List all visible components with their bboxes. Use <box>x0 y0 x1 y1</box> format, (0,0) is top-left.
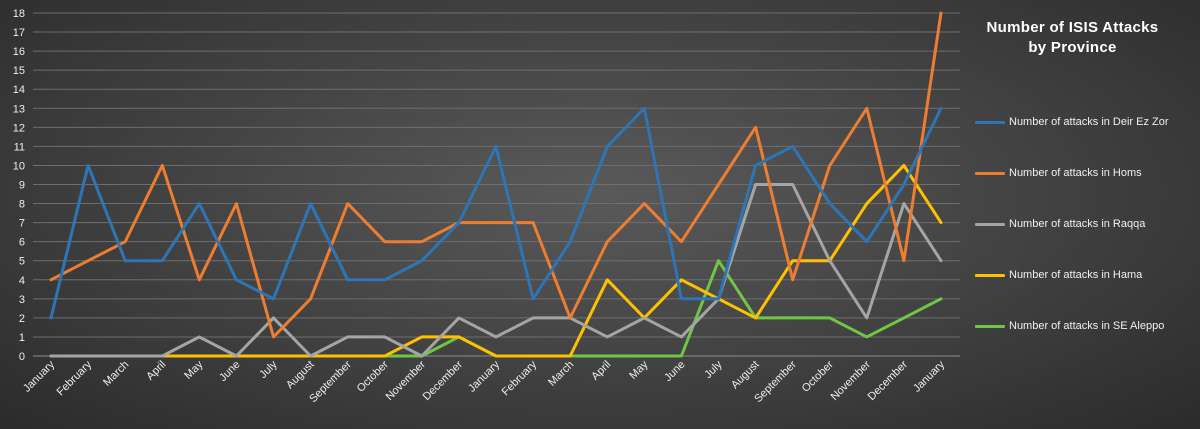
legend-item: Number of attacks in SE Aleppo <box>975 316 1164 336</box>
y-tick-label: 3 <box>19 294 25 306</box>
x-tick-label: August <box>729 359 762 392</box>
x-tick-label: June <box>662 359 687 384</box>
legend-swatch <box>975 171 1005 175</box>
x-tick-label: April <box>589 359 613 383</box>
y-tick-label: 1 <box>19 332 25 344</box>
y-tick-label: 4 <box>19 275 25 287</box>
x-tick-label: July <box>257 358 280 381</box>
x-tick-label: April <box>144 359 168 383</box>
x-tick-label: March <box>101 359 131 389</box>
legend-swatch <box>975 324 1005 328</box>
x-tick-label: October <box>355 358 391 394</box>
x-tick-label: February <box>500 358 540 398</box>
x-tick-label: December <box>866 358 911 403</box>
legend-label: Number of attacks in SE Aleppo <box>1009 320 1165 332</box>
y-tick-label: 9 <box>19 180 25 192</box>
x-tick-label: February <box>55 358 95 398</box>
legend-item: Number of attacks in Raqqa <box>975 214 1145 234</box>
legend-swatch <box>975 273 1005 277</box>
y-tick-label: 7 <box>19 218 25 230</box>
y-tick-label: 11 <box>14 141 25 153</box>
x-tick-label: May <box>627 358 651 382</box>
x-tick-label: August <box>284 359 317 392</box>
y-tick-label: 17 <box>13 27 25 39</box>
legend-item: Number of attacks in Deir Ez Zor <box>975 112 1169 132</box>
legend-label: Number of attacks in Raqqa <box>1009 218 1146 230</box>
x-tick-label: January <box>466 358 503 395</box>
series-line-number-of-attacks-in-homs <box>49 11 943 339</box>
series-line-number-of-attacks-in-deir-ez-zor <box>49 106 943 320</box>
legend-label: Number of attacks in Hama <box>1009 269 1143 281</box>
x-tick-label: January <box>911 358 948 395</box>
legend-swatch <box>975 222 1005 226</box>
y-tick-label: 14 <box>13 84 25 96</box>
legend-item: Number of attacks in Homs <box>975 163 1142 183</box>
y-tick-label: 8 <box>19 199 25 211</box>
legend-item: Number of attacks in Hama <box>975 265 1142 285</box>
x-tick-label: December <box>421 358 466 403</box>
legend-label: Number of attacks in Deir Ez Zor <box>1009 116 1169 128</box>
x-tick-label: July <box>702 358 725 381</box>
x-tick-label: May <box>182 358 206 382</box>
chart-title: Number of ISIS Attacks by Province <box>955 18 1190 58</box>
x-tick-label: October <box>800 358 836 394</box>
series-line-number-of-attacks-in-raqqa <box>49 183 943 358</box>
x-tick-label: January <box>21 358 58 395</box>
y-tick-label: 2 <box>19 313 25 325</box>
y-tick-label: 6 <box>19 237 25 249</box>
series-line-number-of-attacks-in-se-aleppo <box>49 259 943 358</box>
y-tick-label: 12 <box>13 122 25 134</box>
y-tick-label: 5 <box>19 256 25 268</box>
series-line-number-of-attacks-in-hama <box>49 163 943 358</box>
legend-label: Number of attacks in Homs <box>1009 167 1142 179</box>
y-tick-label: 10 <box>13 160 25 172</box>
x-tick-label: March <box>546 359 576 389</box>
y-tick-label: 0 <box>19 351 25 363</box>
y-tick-label: 13 <box>13 103 25 115</box>
chart-title-line-2: by Province <box>1028 39 1117 56</box>
chart-title-line-1: Number of ISIS Attacks <box>986 19 1159 36</box>
y-tick-label: 16 <box>13 46 25 58</box>
x-tick-label: June <box>217 359 242 384</box>
y-tick-label: 18 <box>13 8 25 20</box>
y-tick-label: 15 <box>13 65 25 77</box>
legend-swatch <box>975 120 1005 124</box>
